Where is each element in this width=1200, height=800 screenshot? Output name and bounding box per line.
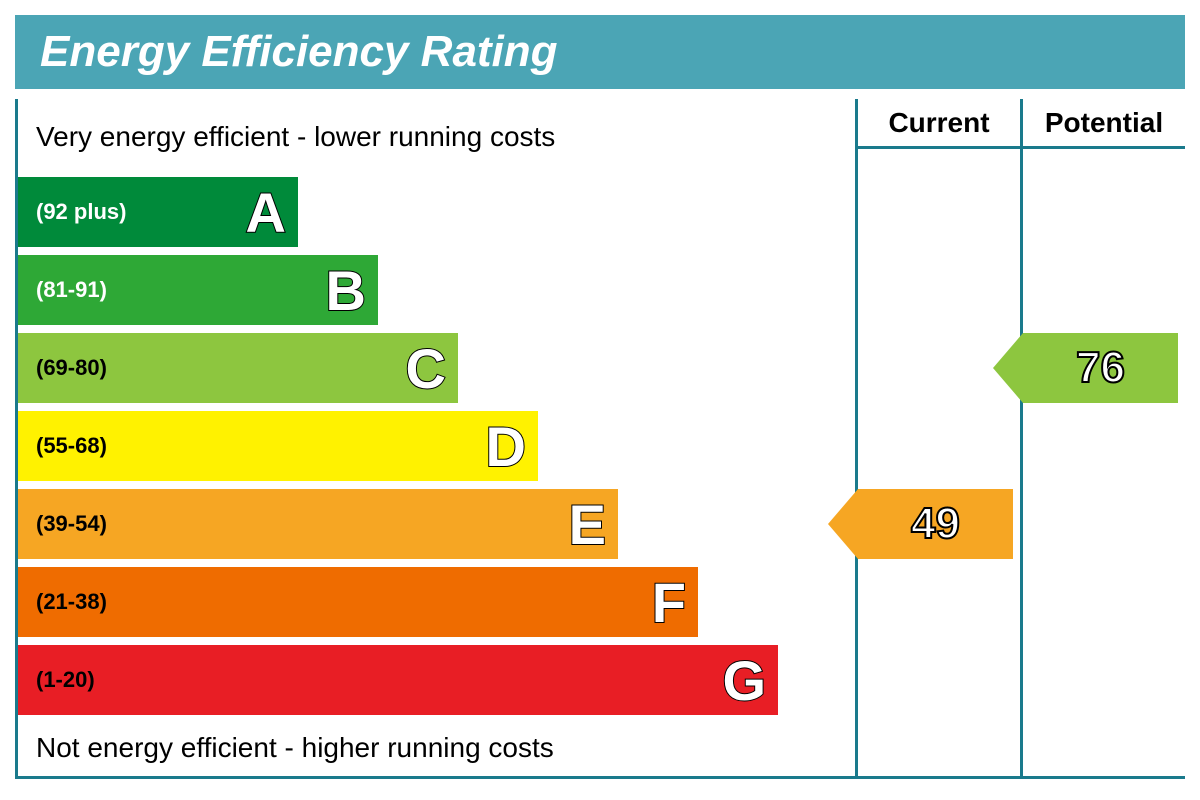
bar-range-label: (55-68): [18, 433, 107, 459]
potential-column: Potential 76: [1020, 99, 1185, 776]
pointer-arrow-icon: [828, 489, 858, 559]
rating-bar-d: (55-68) D: [18, 411, 538, 481]
rating-bar-f: (21-38) F: [18, 567, 698, 637]
potential-header: Potential: [1023, 99, 1185, 149]
current-pointer: 49: [828, 489, 1013, 559]
bar-range-label: (81-91): [18, 277, 107, 303]
bar-letter: D: [486, 414, 526, 479]
bar-letter: A: [246, 180, 286, 245]
rating-bar-a: (92 plus) A: [18, 177, 298, 247]
top-caption: Very energy efficient - lower running co…: [36, 121, 555, 153]
bottom-caption: Not energy efficient - higher running co…: [36, 732, 554, 764]
pointer-arrow-icon: [993, 333, 1023, 403]
bar-letter: E: [569, 492, 606, 557]
chart-area: Very energy efficient - lower running co…: [15, 99, 1185, 779]
epc-chart: Energy Efficiency Rating Very energy eff…: [15, 15, 1185, 785]
rating-bar-c: (69-80) C: [18, 333, 458, 403]
pointer-body: 49: [858, 489, 1013, 559]
pointer-value: 76: [1076, 343, 1125, 393]
bar-letter: F: [652, 570, 686, 635]
chart-title: Energy Efficiency Rating: [40, 27, 1160, 77]
pointer-value: 49: [911, 499, 960, 549]
bar-range-label: (92 plus): [18, 199, 126, 225]
pointer-body: 76: [1023, 333, 1178, 403]
title-bar: Energy Efficiency Rating: [15, 15, 1185, 89]
bar-range-label: (69-80): [18, 355, 107, 381]
rating-bar-g: (1-20) G: [18, 645, 778, 715]
bar-letter: G: [722, 648, 766, 713]
bar-range-label: (1-20): [18, 667, 95, 693]
rating-bars: (92 plus) A (81-91) B (69-80) C (55-68) D (39-54…: [18, 177, 778, 723]
current-header: Current: [858, 99, 1020, 149]
potential-pointer: 76: [993, 333, 1178, 403]
bar-letter: C: [406, 336, 446, 401]
bar-range-label: (39-54): [18, 511, 107, 537]
bar-range-label: (21-38): [18, 589, 107, 615]
current-column: Current 49: [855, 99, 1020, 776]
value-columns: Current 49 Potential 76: [855, 99, 1185, 776]
bar-letter: B: [326, 258, 366, 323]
rating-bar-b: (81-91) B: [18, 255, 378, 325]
rating-bar-e: (39-54) E: [18, 489, 618, 559]
